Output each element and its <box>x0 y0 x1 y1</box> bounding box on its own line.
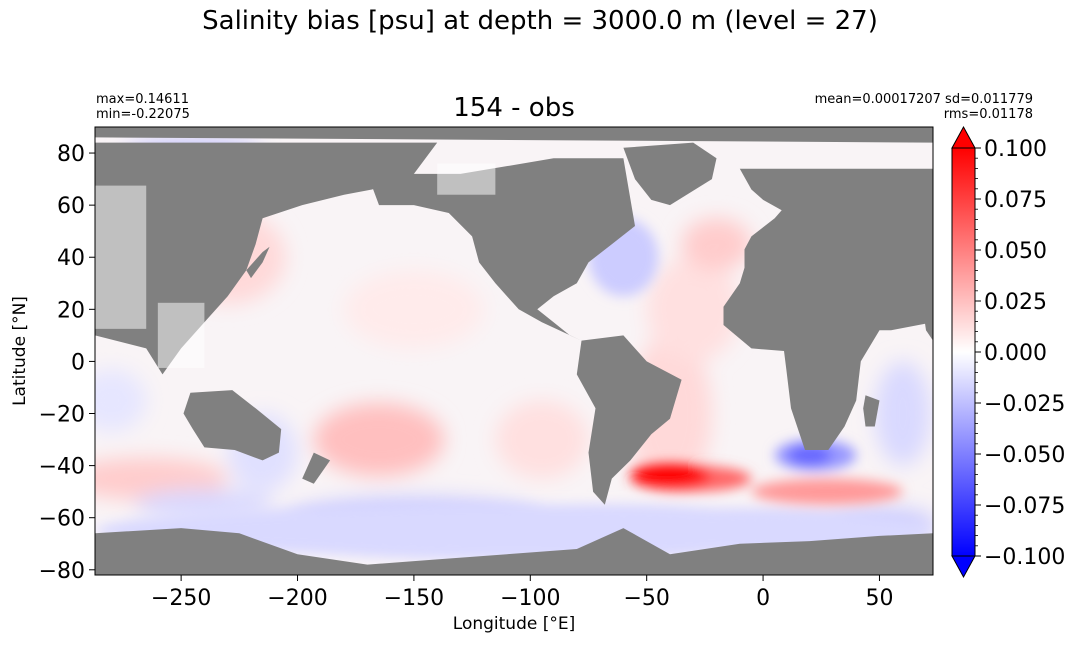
anomaly-blob <box>646 257 740 362</box>
anomaly-blob <box>95 457 228 500</box>
y-tick-label: −80 <box>39 559 85 584</box>
x-tick-label: −200 <box>267 586 327 611</box>
figure-suptitle: Salinity bias [psu] at depth = 3000.0 m … <box>202 6 878 36</box>
landmass <box>367 158 635 341</box>
colorbar-tick-label: 0.100 <box>984 137 1047 162</box>
x-tick-label: −250 <box>151 586 211 611</box>
stat-rms: rms=0.01178 <box>943 107 1033 122</box>
colorbar-extend-max <box>951 125 976 149</box>
y-tick-label: −20 <box>39 403 85 428</box>
x-tick-label: −150 <box>384 586 444 611</box>
no-data <box>95 163 496 368</box>
landmass <box>623 142 717 206</box>
y-tick-label: −60 <box>39 507 85 532</box>
anomaly-core <box>629 464 710 489</box>
stat-min: min=-0.22075 <box>96 107 190 122</box>
anomaly-feature <box>95 504 933 557</box>
no-data-patch <box>437 163 496 195</box>
landmass <box>95 127 933 143</box>
landmass <box>302 452 331 484</box>
landmass <box>576 335 682 505</box>
anomaly-strong <box>95 218 933 557</box>
landmass <box>921 298 933 341</box>
no-data-patch <box>95 185 147 329</box>
x-tick-label: −100 <box>500 586 560 611</box>
anomaly-blob <box>344 270 484 349</box>
x-tick-label: 0 <box>756 586 770 611</box>
anomaly-feature <box>751 478 903 505</box>
anomaly-core <box>787 445 832 466</box>
colorbar-gradient <box>951 147 976 557</box>
colorbar-tick-label: −0.050 <box>984 443 1065 468</box>
y-tick-label: 0 <box>71 350 85 375</box>
anomaly-blob <box>313 403 445 477</box>
map-layer <box>95 127 933 575</box>
colorbar-tick-label: 0.025 <box>984 290 1047 315</box>
x-tick-label: −50 <box>623 586 669 611</box>
y-tick-label: −40 <box>39 455 85 480</box>
y-tick-label: 20 <box>57 298 85 323</box>
landmass <box>95 528 933 575</box>
colorbar: 0.100 0.075 0.050 0.025 0.000 −0.025 −0.050 −0.… <box>951 125 1065 579</box>
y-tick-label: 80 <box>57 142 85 167</box>
axes-layer: −250 −200 −150 −100 −50 0 50−80−60−40−20020406… <box>39 142 894 611</box>
anomaly-blob <box>495 400 589 479</box>
landmass <box>183 390 282 461</box>
colorbar-tick-label: 0.050 <box>984 239 1047 264</box>
colorbar-tick-label: −0.100 <box>984 545 1065 570</box>
landmass <box>723 168 933 450</box>
no-data-patch <box>157 302 205 368</box>
x-tick-label: 50 <box>865 586 893 611</box>
colorbar-tick-label: 0.075 <box>984 188 1047 213</box>
stats-left: max=0.14611 min=-0.22075 <box>96 92 190 122</box>
colorbar-tick-label: 0.000 <box>984 341 1047 366</box>
anomaly-blob <box>874 361 931 466</box>
colorbar-tick-label: −0.075 <box>984 494 1065 519</box>
landmass <box>863 395 880 427</box>
colorbar-extend-min <box>951 555 976 579</box>
stat-max: max=0.14611 <box>96 92 189 107</box>
land-mask <box>95 127 933 575</box>
colorbar-tick-label: −0.025 <box>984 392 1065 417</box>
plot-frame <box>94 126 934 576</box>
anomaly-blob <box>95 369 147 432</box>
x-axis-label: Longitude [°E] <box>452 614 576 634</box>
anomaly-blob <box>681 218 752 271</box>
stats-right: mean=0.00017207 sd=0.011779 rms=0.01178 <box>700 92 1033 122</box>
y-tick-label: 60 <box>57 194 85 219</box>
stat-mean-sd: mean=0.00017207 sd=0.011779 <box>814 92 1033 107</box>
y-tick-label: 40 <box>57 246 85 271</box>
landmass <box>246 246 270 279</box>
panel-title: 154 - obs <box>453 93 575 123</box>
